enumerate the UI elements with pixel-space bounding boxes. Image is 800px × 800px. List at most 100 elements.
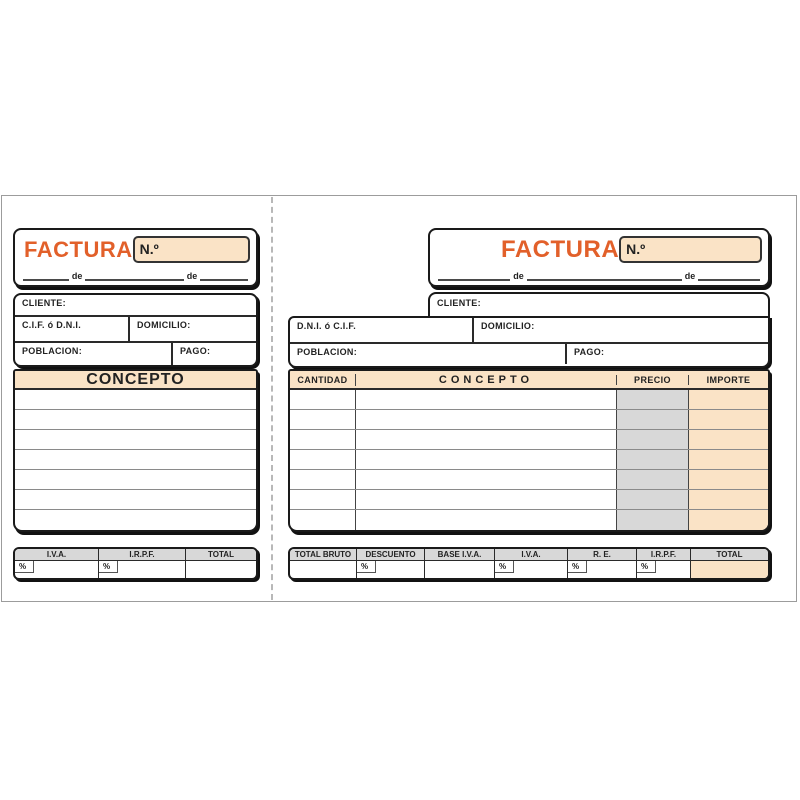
cliente-label: CLIENTE: — [437, 298, 481, 308]
concepto-cell — [15, 450, 256, 469]
concepto-cell — [355, 470, 616, 489]
concepto-cell — [355, 410, 616, 429]
concepto-cell — [355, 510, 616, 530]
table-row — [290, 490, 768, 510]
left-totals-box: I.V.A. I.R.P.F. TOTAL % % — [13, 547, 258, 580]
total-cell — [185, 561, 256, 578]
iva-cell: % — [494, 561, 567, 578]
precio-column-header: PRECIO — [616, 374, 688, 385]
irpf-header: I.R.P.F. — [98, 549, 185, 561]
left-table-body — [15, 390, 256, 530]
importe-cell — [688, 510, 768, 530]
table-row — [290, 390, 768, 410]
date-de-label: de — [71, 271, 83, 281]
precio-cell — [616, 510, 688, 530]
total-cell — [690, 561, 768, 578]
percent-subcell: % — [15, 561, 34, 573]
descuento-header: DESCUENTO — [356, 549, 424, 561]
total-bruto-cell — [290, 561, 356, 578]
dni-cif-label: D.N.I. ó C.I.F. — [297, 321, 357, 331]
re-header: R. E. — [567, 549, 636, 561]
concepto-cell — [355, 430, 616, 449]
poblacion-label: POBLACION: — [22, 346, 82, 356]
table-row — [15, 490, 256, 510]
iva-header: I.V.A. — [494, 549, 567, 561]
precio-cell — [616, 410, 688, 429]
importe-cell — [688, 470, 768, 489]
concepto-cell — [355, 450, 616, 469]
cantidad-cell — [290, 450, 355, 469]
date-blank-line — [526, 270, 682, 281]
concepto-cell — [15, 490, 256, 509]
cantidad-cell — [290, 430, 355, 449]
perforation-dashed-line — [271, 197, 273, 600]
date-blank-line — [23, 270, 69, 281]
total-header: TOTAL — [690, 549, 768, 561]
irpf-cell: % — [98, 561, 185, 578]
left-concepto-table: CONCEPTO — [13, 369, 258, 532]
precio-cell — [616, 470, 688, 489]
concepto-cell — [15, 470, 256, 489]
table-row — [15, 430, 256, 450]
table-row — [15, 470, 256, 490]
cantidad-cell — [290, 490, 355, 509]
table-row — [15, 410, 256, 430]
right-invoice-number-field: N.º — [619, 236, 762, 263]
concepto-column-header: CONCEPTO — [86, 370, 185, 388]
percent-subcell: % — [637, 561, 656, 573]
cif-dni-label: C.I.F. ó D.N.I. — [22, 320, 82, 330]
domicilio-label: DOMICILIO: — [128, 317, 256, 341]
domicilio-label: DOMICILIO: — [472, 318, 768, 342]
date-de-label: de — [684, 271, 696, 281]
precio-cell — [616, 430, 688, 449]
right-client-box: D.N.I. ó C.I.F. DOMICILIO: POBLACION: PA… — [288, 316, 770, 368]
percent-subcell: % — [568, 561, 587, 573]
percent-subcell: % — [99, 561, 118, 573]
precio-cell — [616, 450, 688, 469]
concepto-cell — [15, 410, 256, 429]
right-table-body — [290, 390, 768, 530]
irpf-cell: % — [636, 561, 690, 578]
cantidad-cell — [290, 470, 355, 489]
irpf-header: I.R.P.F. — [636, 549, 690, 561]
percent-subcell: % — [495, 561, 514, 573]
table-row — [290, 410, 768, 430]
concepto-cell — [355, 390, 616, 409]
precio-cell — [616, 390, 688, 409]
table-row — [290, 450, 768, 470]
importe-cell — [688, 410, 768, 429]
concepto-cell — [15, 390, 256, 409]
date-blank-line — [438, 270, 511, 281]
iva-header: I.V.A. — [15, 549, 98, 561]
base-iva-cell — [424, 561, 494, 578]
right-totals-box: TOTAL BRUTO DESCUENTO BASE I.V.A. I.V.A.… — [288, 547, 770, 580]
iva-cell: % — [15, 561, 98, 578]
left-client-box: CLIENTE: C.I.F. ó D.N.I. DOMICILIO: POBL… — [13, 293, 258, 367]
poblacion-label: POBLACION: — [297, 347, 357, 357]
importe-cell — [688, 450, 768, 469]
table-row — [290, 470, 768, 490]
pago-label: PAGO: — [171, 343, 256, 365]
descuento-cell: % — [356, 561, 424, 578]
cliente-label: CLIENTE: — [22, 298, 66, 308]
date-de-label: de — [513, 271, 524, 281]
right-items-table: CANTIDAD CONCEPTO PRECIO IMPORTE — [288, 369, 770, 532]
cantidad-cell — [290, 410, 355, 429]
concepto-column-header: CONCEPTO — [355, 373, 616, 386]
date-blank-line — [85, 270, 184, 281]
table-row — [290, 510, 768, 530]
date-de-label: de — [186, 271, 198, 281]
right-date-line: de de — [438, 270, 760, 281]
total-bruto-header: TOTAL BRUTO — [290, 549, 356, 561]
importe-cell — [688, 390, 768, 409]
base-iva-header: BASE I.V.A. — [424, 549, 494, 561]
importe-cell — [688, 430, 768, 449]
left-factura-title: FACTURA — [24, 237, 133, 262]
concepto-cell — [15, 510, 256, 530]
importe-column-header: IMPORTE — [688, 374, 768, 385]
importe-cell — [688, 490, 768, 509]
re-cell: % — [567, 561, 636, 578]
table-row — [15, 390, 256, 410]
right-invoice-header-box: FACTURA N.º de de — [428, 228, 770, 287]
concepto-cell — [15, 430, 256, 449]
